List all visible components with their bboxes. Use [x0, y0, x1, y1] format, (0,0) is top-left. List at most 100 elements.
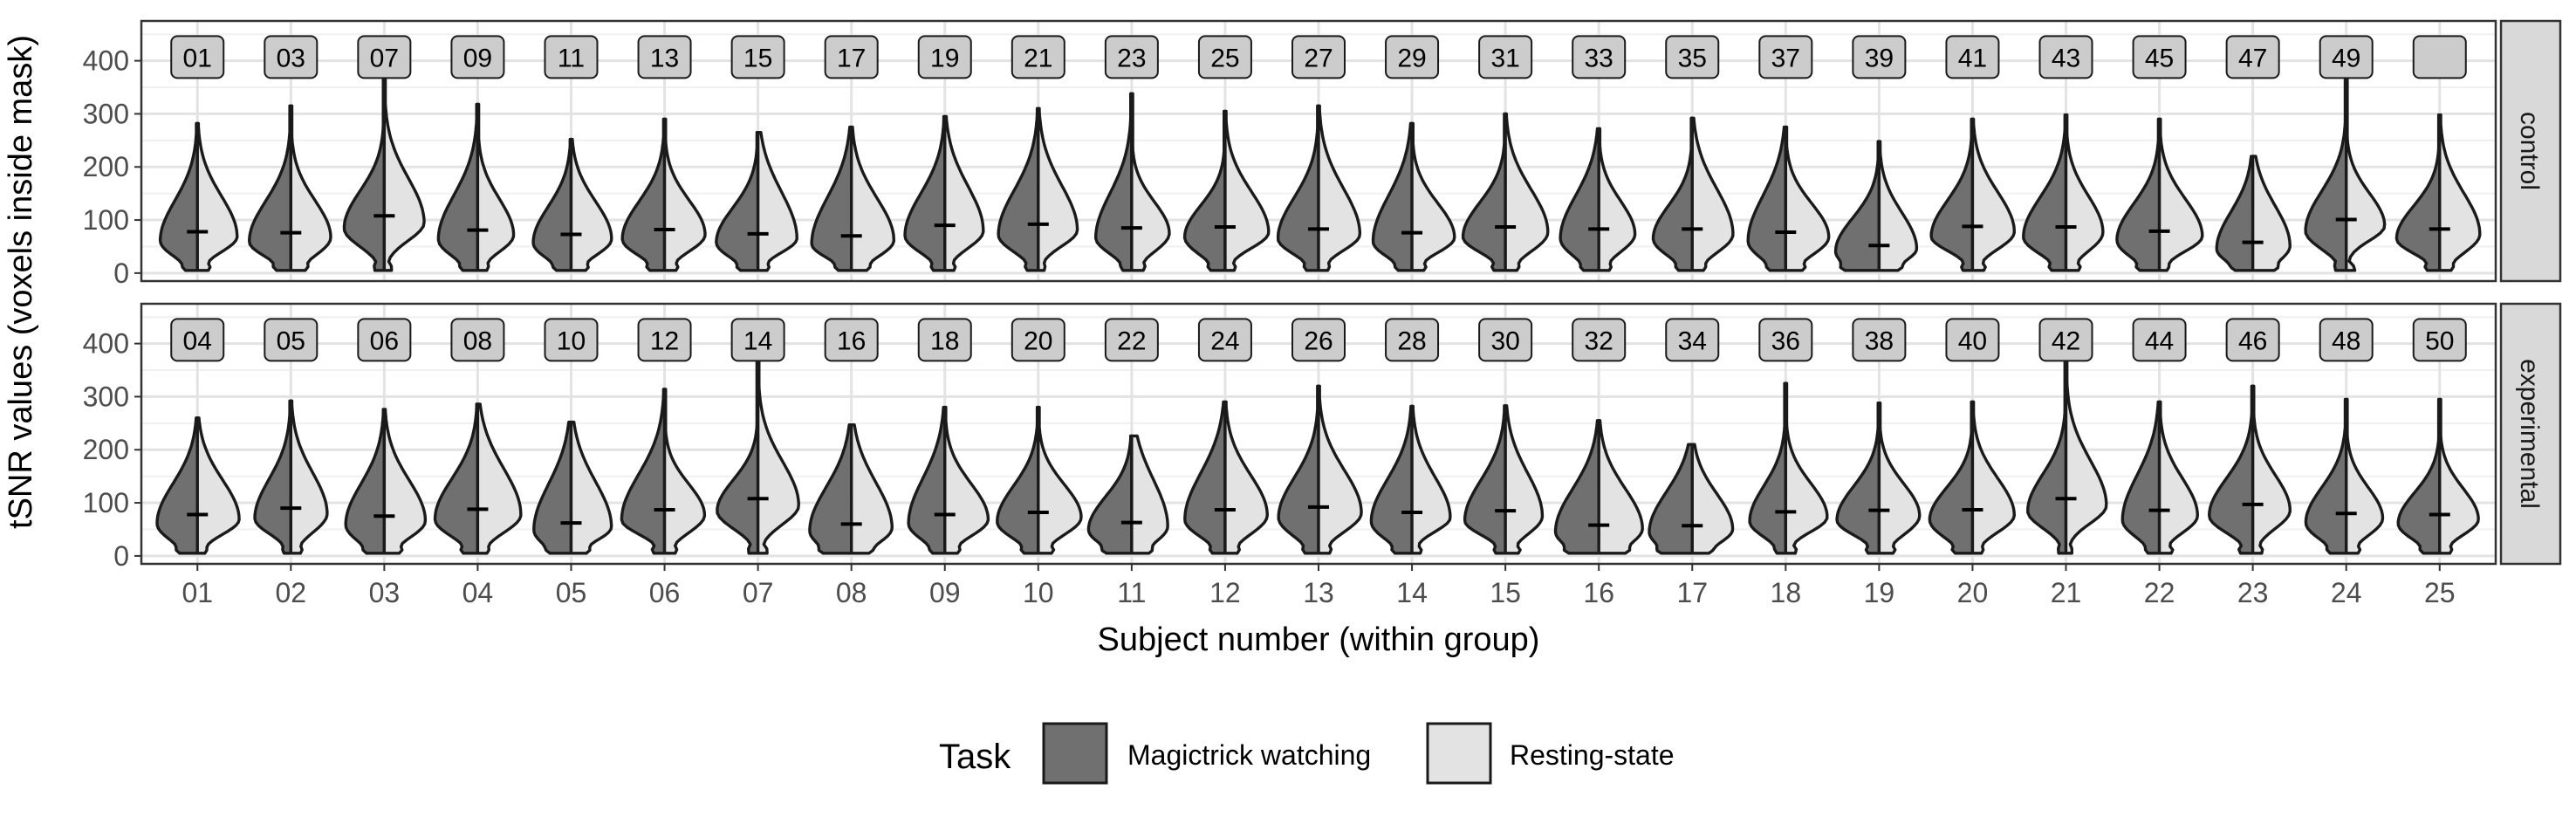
x-tick-label: 16	[1583, 577, 1614, 608]
legend-label-resting-state: Resting-state	[1510, 739, 1675, 771]
subject-label-text: 20	[1024, 326, 1052, 355]
violin-half-resting-state	[756, 131, 798, 272]
violin-half-magictrick	[158, 121, 199, 272]
subject-label: 10	[544, 318, 599, 362]
strip-background	[2499, 302, 2562, 566]
strip-label: control	[2515, 112, 2544, 190]
subject-label-box	[637, 318, 692, 362]
violin-subject-45	[2115, 117, 2204, 272]
subject-label-text: 12	[650, 326, 679, 355]
subject-label-text: 40	[1958, 326, 1987, 355]
subject-label-box	[357, 318, 412, 362]
violin-half-magictrick	[907, 405, 947, 555]
subject-label-text: 47	[2238, 44, 2267, 72]
subject-label-text: 43	[2052, 44, 2080, 72]
violin-subject-28	[1369, 404, 1452, 555]
subject-label-box	[264, 318, 319, 362]
x-tick-label: 07	[743, 577, 774, 608]
subject-label: 41	[1945, 35, 2000, 79]
violin-subject-03	[248, 104, 332, 272]
subject-label: 44	[2132, 318, 2187, 362]
subject-label-box	[2132, 35, 2187, 79]
subject-label-box	[1011, 318, 1065, 362]
subject-label-box	[1478, 318, 1533, 362]
violin-half-resting-state	[1504, 112, 1550, 272]
violin-subject-44	[2120, 400, 2199, 555]
violin-subject-16	[808, 422, 894, 555]
subject-label-text: 41	[1958, 44, 1987, 72]
strip-control: control	[2499, 19, 2562, 283]
x-axis: 01 02 03 04 05 06 07 08 09 10 11 12 13 14 15 16 17 18 19 20…	[182, 564, 2456, 608]
subject-label-box	[1852, 35, 1907, 79]
violin-half-magictrick	[808, 422, 853, 555]
violin-subject-17	[810, 125, 895, 272]
y-tick-label: 0	[113, 540, 129, 572]
violin-half-resting-state	[1037, 405, 1083, 555]
violin-half-resting-state	[1877, 402, 1922, 555]
subject-label: 32	[1572, 318, 1627, 362]
violin-half-resting-state	[1970, 117, 2016, 272]
violin-half-resting-state	[1037, 106, 1079, 272]
subject-label: 19	[917, 35, 972, 79]
violin-half-magictrick	[1553, 419, 1600, 555]
subject-label-box	[1945, 318, 2000, 362]
subject-label-text: 28	[1397, 326, 1426, 355]
x-tick-label: 12	[1209, 577, 1241, 608]
subject-label-box	[1385, 35, 1440, 79]
x-tick-label: 25	[2424, 577, 2456, 608]
violin-half-resting-state	[943, 405, 990, 555]
violin-half-magictrick	[1746, 125, 1788, 272]
subject-label-text: 16	[837, 326, 866, 355]
x-tick-label: 10	[1023, 577, 1054, 608]
subject-label-box	[1758, 35, 1813, 79]
subject-label-text: 33	[1585, 44, 1613, 72]
subject-label-text: 04	[183, 326, 212, 355]
subject-label: 46	[2225, 318, 2280, 362]
subject-label: 14	[730, 318, 785, 362]
x-tick-label: 09	[929, 577, 961, 608]
y-axis-title: tSNR values (voxels inside mask)	[3, 35, 39, 529]
subject-label-text: 45	[2145, 44, 2174, 72]
subject-label: 36	[1758, 318, 1813, 362]
violin-half-magictrick	[2022, 113, 2068, 272]
subject-label: 15	[730, 35, 785, 79]
subject-label-text: 30	[1490, 326, 1519, 355]
violin-half-magictrick	[620, 388, 667, 555]
subject-label-box	[1104, 35, 1159, 79]
subject-label: 38	[1852, 318, 1907, 362]
subject-label-text: 36	[1771, 326, 1800, 355]
subject-label-text: 13	[650, 44, 679, 72]
subject-label-text: 34	[1678, 326, 1707, 355]
violin-half-resting-state	[1504, 404, 1545, 555]
subject-label-box	[824, 35, 879, 79]
violin-subject-48	[2304, 397, 2385, 555]
subject-label-box	[2225, 318, 2280, 362]
y-tick-label: 100	[83, 204, 129, 236]
y-tick-label: 400	[83, 328, 129, 360]
subject-label-box	[824, 318, 879, 362]
subject-label: 03	[264, 35, 319, 79]
x-tick-label: 11	[1117, 577, 1146, 608]
violin-half-magictrick	[155, 416, 199, 555]
violin-half-resting-state	[569, 137, 613, 272]
subject-label-text: 50	[2425, 326, 2454, 355]
x-tick-label: 23	[2237, 577, 2269, 608]
legend-key-magictrick	[1042, 722, 1108, 785]
subject-label-box	[170, 35, 225, 79]
subject-label: 22	[1104, 318, 1159, 362]
x-tick-label: 22	[2144, 577, 2175, 608]
violin-subject-23	[1094, 92, 1171, 272]
violin-half-resting-state	[2438, 113, 2482, 272]
violin-half-magictrick	[532, 420, 573, 555]
subject-label: 25	[1197, 35, 1252, 79]
strip-label: experimental	[2515, 359, 2544, 509]
x-axis-title: Subject number (within group)	[1098, 621, 1540, 658]
subject-label-box	[730, 318, 785, 362]
violin-subject-43	[2022, 113, 2105, 272]
subject-label: 05	[264, 318, 319, 362]
subject-label-box	[2319, 35, 2374, 79]
violin-subject-14	[716, 355, 800, 555]
violin-subject-13	[620, 117, 707, 272]
subject-label-text: 10	[557, 326, 586, 355]
subject-label: 50	[2412, 318, 2467, 362]
